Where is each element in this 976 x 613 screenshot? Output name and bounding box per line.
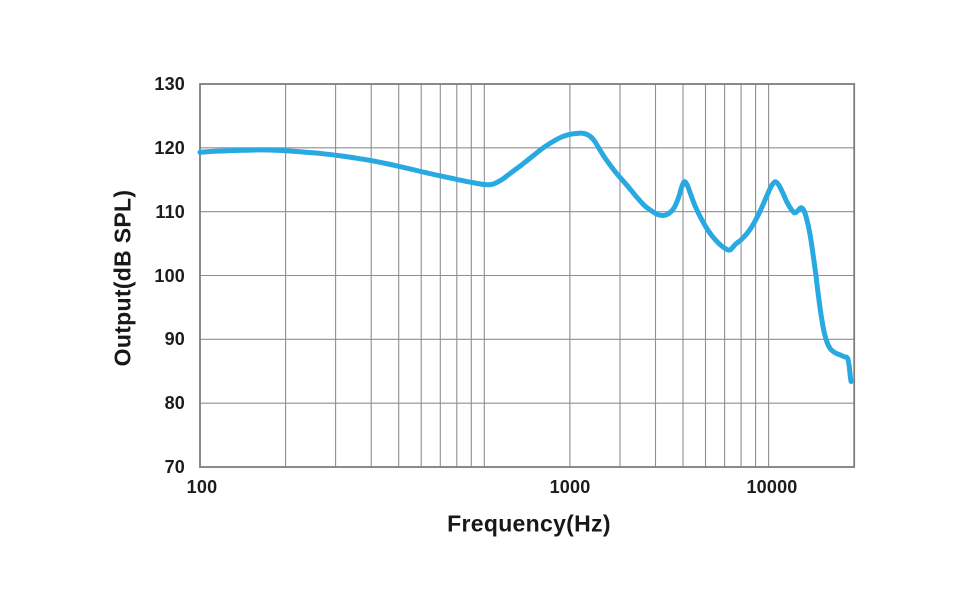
plot-frame bbox=[199, 83, 856, 468]
y-tick-label: 120 bbox=[154, 138, 185, 158]
x-tick-label: 100 bbox=[186, 477, 218, 497]
y-tick-label: 110 bbox=[155, 202, 185, 222]
y-tick-label: 90 bbox=[164, 329, 185, 349]
x-tick-label: 1000 bbox=[549, 477, 591, 497]
x-tick-label: 10000 bbox=[746, 477, 798, 497]
y-tick-label: 100 bbox=[154, 266, 185, 286]
y-tick-label: 80 bbox=[164, 393, 185, 413]
response-curve bbox=[197, 130, 854, 384]
y-tick-label: 70 bbox=[164, 457, 185, 477]
x-axis-title: Frequency(Hz) bbox=[447, 510, 611, 537]
y-tick-label: 130 bbox=[154, 74, 185, 94]
